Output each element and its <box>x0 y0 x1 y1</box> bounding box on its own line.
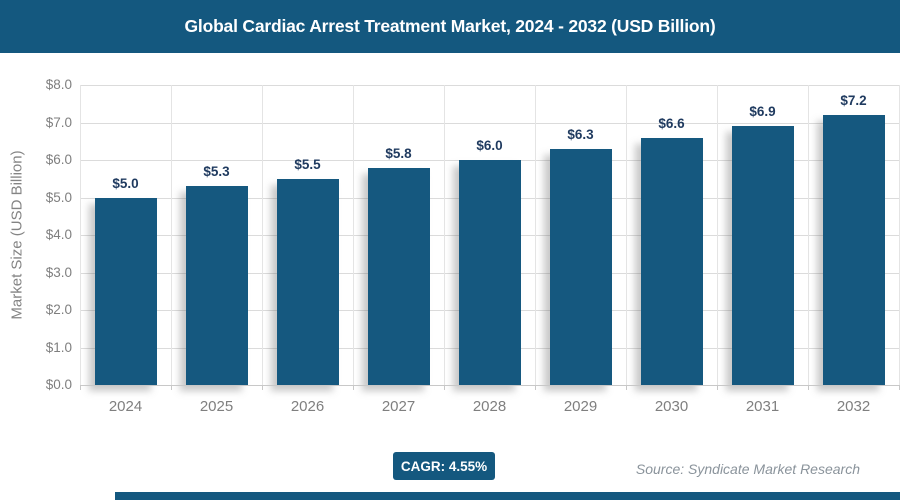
gridline-vertical <box>262 85 263 385</box>
x-axis-tick <box>626 385 627 390</box>
y-tick-label: $1.0 <box>45 339 72 355</box>
gridline-vertical <box>808 85 809 385</box>
gridline-horizontal <box>80 85 899 86</box>
x-tick-label: 2029 <box>563 398 598 415</box>
bar-value-label: $5.3 <box>203 164 230 180</box>
source-text: Source: Syndicate Market Research <box>635 461 860 477</box>
bar-value-label: $6.3 <box>567 126 594 142</box>
bar-2024 <box>94 197 157 385</box>
bar-value-label: $7.2 <box>840 93 867 108</box>
x-axis-tick <box>808 385 809 390</box>
bar-2031 <box>731 126 794 385</box>
gridline-vertical <box>444 85 445 385</box>
cagr-badge: CAGR: 4.55% <box>393 452 495 480</box>
gridline-vertical <box>717 85 718 385</box>
bar-value-label: $6.9 <box>749 104 776 120</box>
chart-title-bar: Global Cardiac Arrest Treatment Market, … <box>0 0 900 53</box>
bar-value-label: $5.5 <box>294 156 321 172</box>
y-tick-label: $2.0 <box>45 302 72 317</box>
chart-title: Global Cardiac Arrest Treatment Market, … <box>184 16 716 36</box>
gridline-horizontal <box>80 122 899 124</box>
bar-value-label: $5.8 <box>385 145 412 161</box>
x-tick-label: 2027 <box>381 398 416 415</box>
bar-2030 <box>640 137 703 385</box>
x-axis-line <box>80 385 899 386</box>
x-axis-tick <box>717 385 718 390</box>
x-axis-tick <box>80 385 81 390</box>
x-axis-tick <box>171 385 172 390</box>
gridline-vertical <box>171 85 172 385</box>
bar-2028 <box>458 160 521 385</box>
y-tick-label: $6.0 <box>45 152 72 167</box>
bar-2029 <box>549 148 612 385</box>
y-tick-label: $4.0 <box>45 227 72 242</box>
x-tick-label: 2030 <box>654 398 689 415</box>
gridline-vertical <box>535 85 536 385</box>
gridline-vertical <box>626 85 627 385</box>
bar-2032 <box>822 115 885 385</box>
y-tick-label: $5.0 <box>45 189 72 205</box>
bar-value-label: $6.0 <box>476 138 503 153</box>
x-tick-label: 2032 <box>836 398 871 415</box>
y-tick-label: $0.0 <box>45 377 72 392</box>
footer-accent-bar <box>115 492 900 500</box>
x-tick-label: 2028 <box>472 398 507 415</box>
bar-2025 <box>185 186 248 385</box>
gridline-vertical <box>80 85 81 385</box>
x-tick-label: 2031 <box>745 398 780 415</box>
bar-2027 <box>367 167 430 385</box>
x-axis-tick <box>535 385 536 390</box>
x-tick-label: 2025 <box>199 398 234 415</box>
x-tick-label: 2026 <box>290 398 325 415</box>
x-axis-tick <box>262 385 263 390</box>
bar-2026 <box>276 178 339 385</box>
y-axis-title: Market Size (USD Billion) <box>8 150 26 320</box>
bar-value-label: $6.6 <box>658 115 685 131</box>
gridline-vertical <box>353 85 354 385</box>
x-axis-tick <box>444 385 445 390</box>
y-tick-label: $7.0 <box>45 114 72 130</box>
x-tick-label: 2024 <box>108 398 143 415</box>
y-tick-label: $8.0 <box>45 77 72 92</box>
x-axis-tick <box>353 385 354 390</box>
y-tick-label: $3.0 <box>45 264 72 280</box>
bar-value-label: $5.0 <box>112 175 139 191</box>
